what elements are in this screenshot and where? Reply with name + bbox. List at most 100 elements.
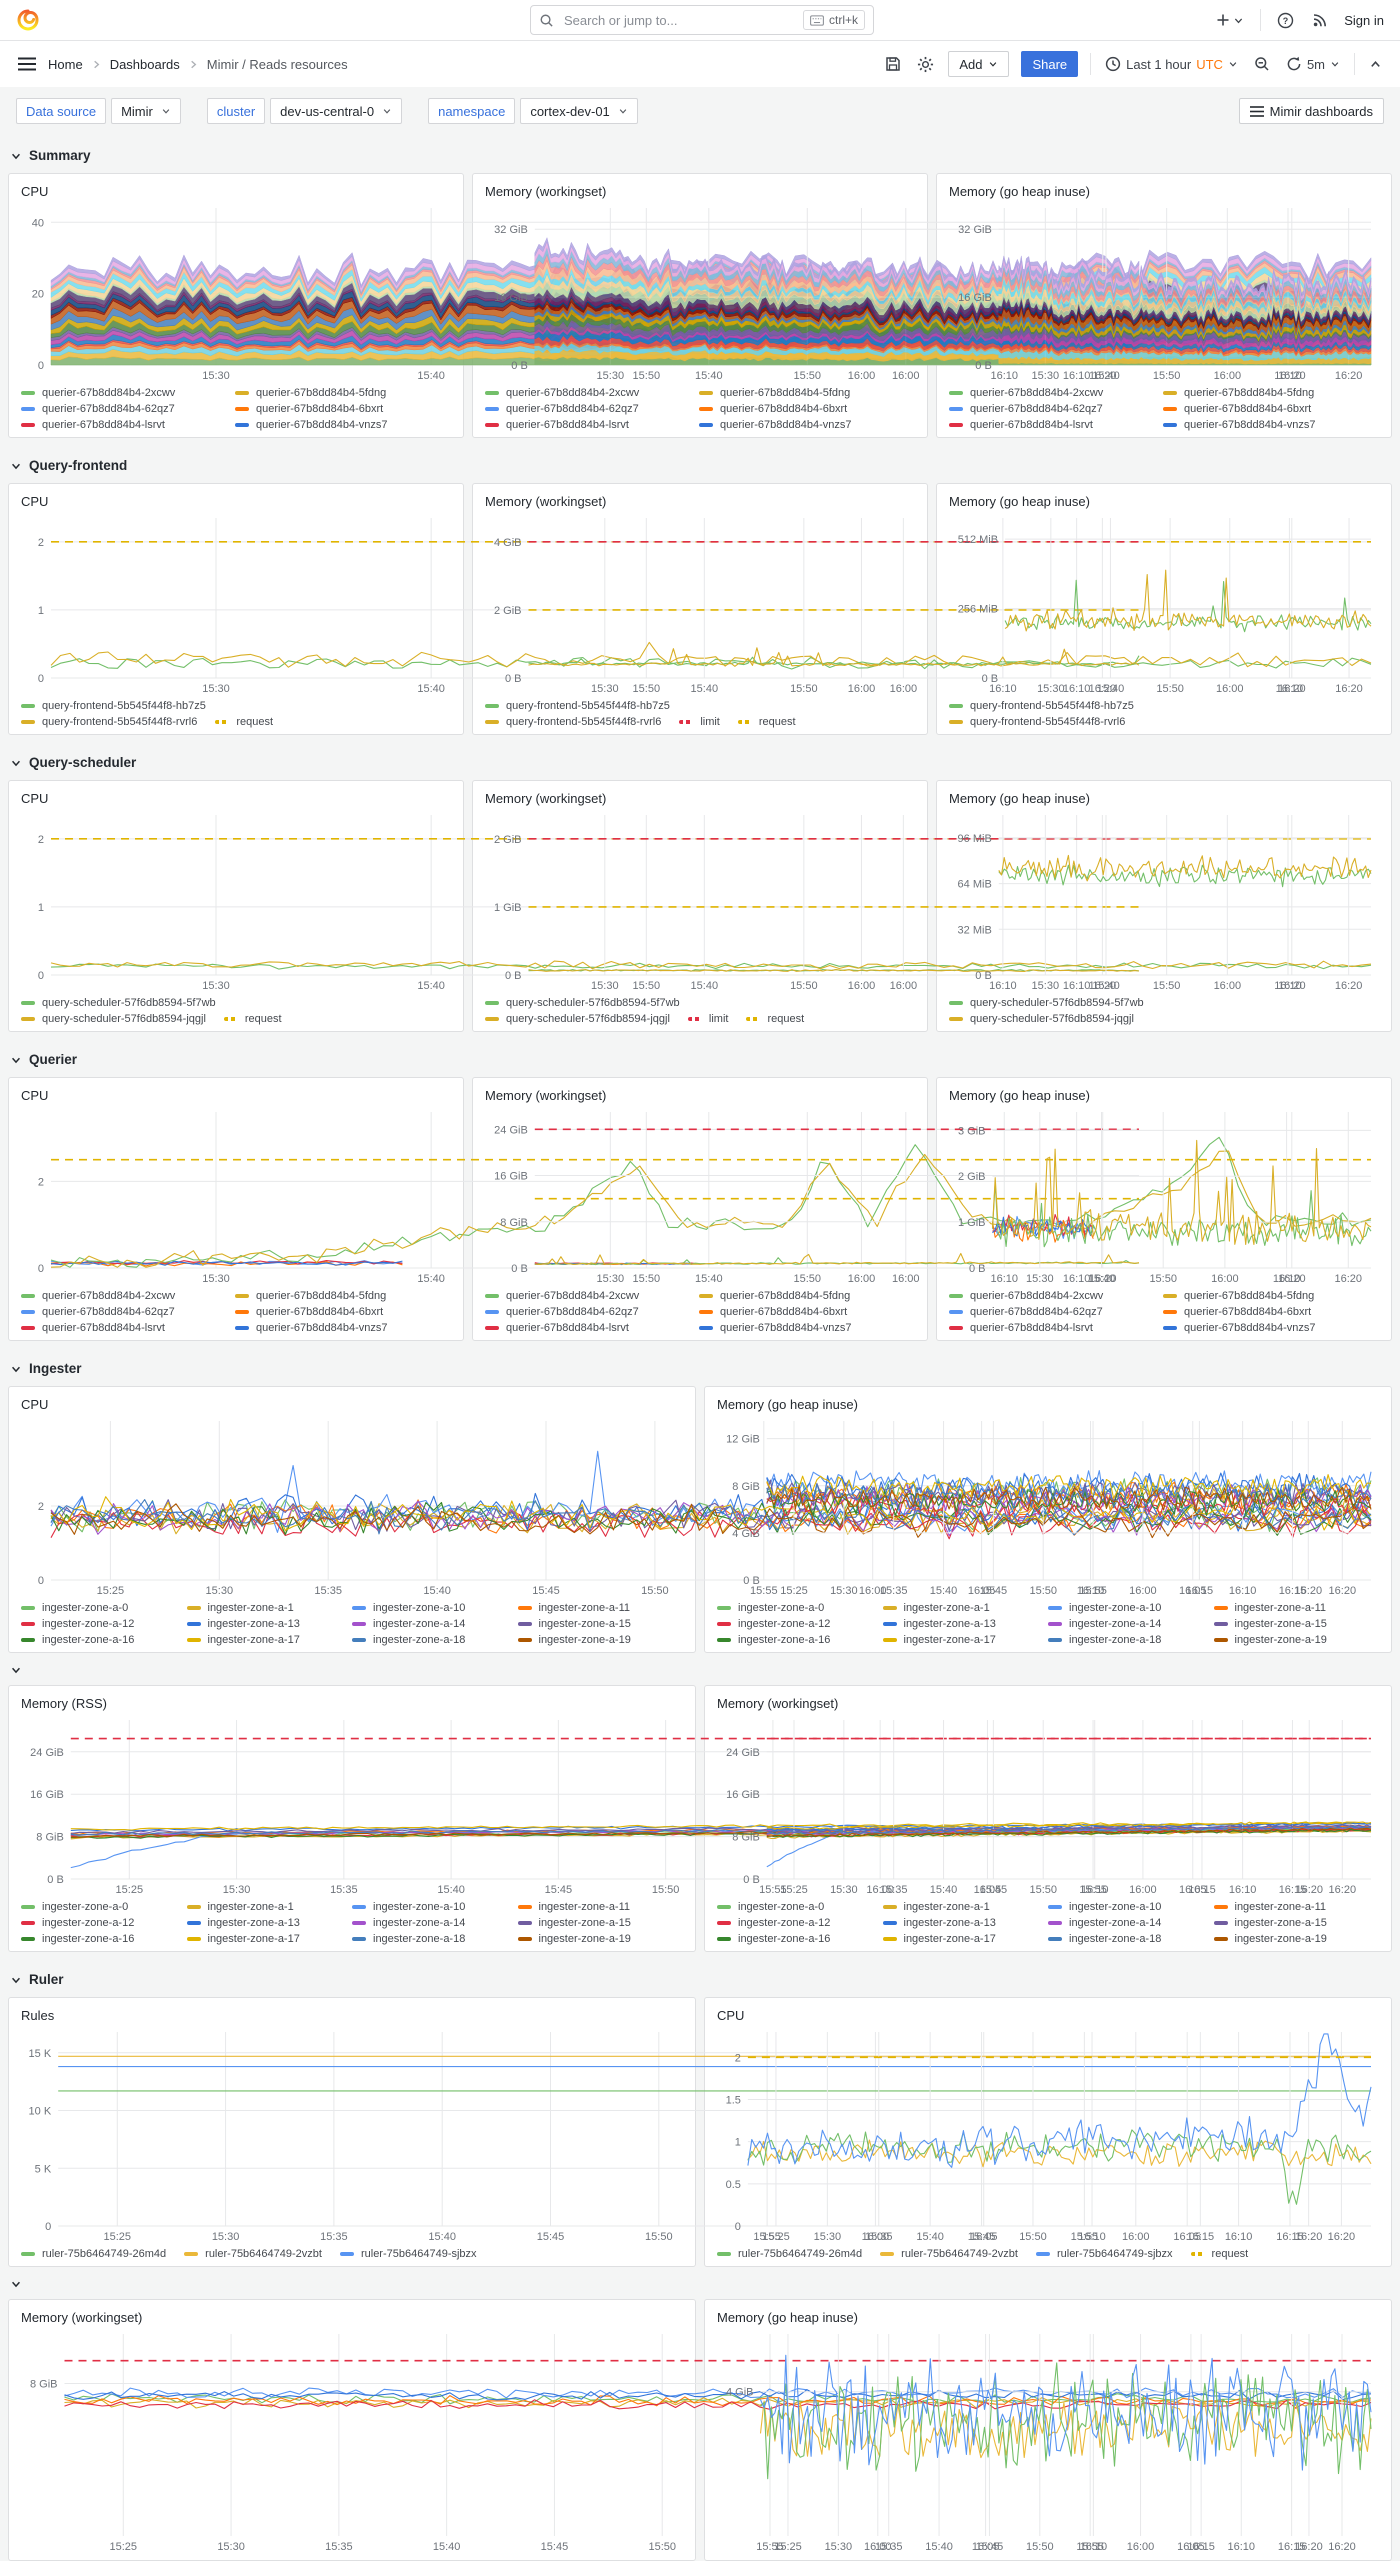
chart-svg[interactable]: 24 GiB 16 GiB 8 GiB 0 B 15:25 15:30 15:35 15:40… [717,1714,1379,1897]
chart-area[interactable]: 2 GiB 1 GiB 0 B 15:30 15:40 15:50 16:00 16:10 16… [485,809,1140,993]
legend-item[interactable]: ingester-zone-a-10 [352,1602,500,1614]
chart-area[interactable]: 2 1 0 15:30 15:40 15:50 16:00 16:10 16:20 [21,809,1372,993]
legend-item[interactable]: ingester-zone-a-1 [186,1602,335,1614]
chart-area[interactable]: 3 GiB 2 GiB 1 GiB 0 B 15:30 15:40 15:50 16:00 16… [949,1106,1379,1286]
legend-item[interactable]: ingester-zone-a-17 [882,1634,1031,1646]
legend-item[interactable]: request [215,716,273,728]
legend-item[interactable]: request [223,1013,282,1025]
legend-item[interactable]: ingester-zone-a-0 [717,1602,865,1614]
legend-item[interactable]: ingester-zone-a-17 [186,1634,335,1646]
legend-item[interactable]: query-frontend-5b545f44f8-rvrl6 [949,716,1125,728]
legend-item[interactable]: querier-67b8dd84b4-6bxrt [235,403,431,415]
var-namespace-label[interactable]: namespace [428,98,516,124]
search-box[interactable]: ctrl+k [530,5,874,35]
legend-item[interactable]: ruler-75b6464749-sjbzx [339,2248,477,2260]
section-header-ingester[interactable]: Ingester [10,1361,1390,1376]
chart-svg[interactable]: 32 GiB 16 GiB 0 B 15:30 15:40 15:50 16:00 16:10… [485,202,1147,383]
search-input[interactable] [562,11,795,29]
legend-item[interactable]: querier-67b8dd84b4-62qz7 [21,403,217,415]
legend-item[interactable]: ingester-zone-a-19 [517,1933,666,1945]
legend-item[interactable]: ingester-zone-a-11 [517,1901,666,1913]
chart-area[interactable]: 32 GiB 16 GiB 0 B 15:30 15:40 15:50 16:00 16:10… [949,202,1379,383]
chart-area[interactable]: 4 GiB 2 GiB 0 B 15:30 15:40 15:50 16:00 16:10 16… [485,512,1140,696]
sign-in-link[interactable]: Sign in [1344,12,1384,28]
section-header-query-frontend[interactable]: Query-frontend [10,458,1390,473]
section-header-untitled[interactable] [10,2277,1390,2291]
legend-item[interactable]: querier-67b8dd84b4-vnzs7 [699,1322,895,1334]
legend-item[interactable]: querier-67b8dd84b4-5fdng [699,387,895,399]
legend-item[interactable]: ingester-zone-a-10 [1048,1602,1196,1614]
legend-item[interactable]: ingester-zone-a-18 [1048,1634,1196,1646]
legend-item[interactable]: ingester-zone-a-15 [1213,1618,1362,1630]
breadcrumb-home[interactable]: Home [48,56,83,72]
legend-item[interactable]: ingester-zone-a-11 [517,1602,666,1614]
legend-item[interactable]: query-scheduler-57f6db8594-5f7wb [21,997,216,1009]
legend-item[interactable]: query-frontend-5b545f44f8-hb7z5 [21,700,206,712]
chart-area[interactable]: 2 0 15:25 15:30 15:35 15:40 15:45 15:50 15:55 16:… [21,1415,1372,1598]
legend-item[interactable]: query-scheduler-57f6db8594-5f7wb [485,997,680,1009]
chart-svg[interactable]: 3 GiB 2 GiB 1 GiB 0 B 15:30 15:40 15:50 16:00 16… [949,1106,1379,1286]
mimir-dashboards-button[interactable]: Mimir dashboards [1238,98,1384,124]
legend-item[interactable]: ingester-zone-a-18 [352,1933,500,1945]
legend-item[interactable]: querier-67b8dd84b4-62qz7 [949,403,1145,415]
legend-item[interactable]: querier-67b8dd84b4-lsrvt [949,419,1145,431]
legend-item[interactable]: ingester-zone-a-16 [717,1634,865,1646]
refresh-button[interactable]: 5m [1284,54,1342,74]
legend-item[interactable]: ingester-zone-a-15 [517,1618,666,1630]
legend-item[interactable]: query-scheduler-57f6db8594-5f7wb [949,997,1144,1009]
new-button[interactable] [1213,10,1246,30]
menu-button[interactable] [16,55,38,73]
legend-item[interactable]: query-scheduler-57f6db8594-jqgjl [485,1013,670,1025]
legend-item[interactable]: querier-67b8dd84b4-2xcwv [949,387,1145,399]
legend-item[interactable]: ingester-zone-a-19 [1213,1634,1362,1646]
legend-item[interactable]: ingester-zone-a-14 [352,1618,500,1630]
legend-item[interactable]: ingester-zone-a-1 [882,1602,1031,1614]
legend-item[interactable]: ingester-zone-a-1 [186,1901,335,1913]
legend-item[interactable]: ingester-zone-a-12 [717,1917,865,1929]
legend-item[interactable]: querier-67b8dd84b4-62qz7 [485,1306,681,1318]
legend-item[interactable]: ingester-zone-a-18 [1048,1933,1196,1945]
chart-area[interactable]: 24 GiB 16 GiB 8 GiB 0 B 15:25 15:30 15:35 15:40… [717,1714,1379,1897]
legend-item[interactable]: querier-67b8dd84b4-62qz7 [21,1306,217,1318]
legend-item[interactable]: querier-67b8dd84b4-2xcwv [485,387,681,399]
legend-item[interactable]: querier-67b8dd84b4-lsrvt [949,1322,1145,1334]
share-button[interactable]: Share [1021,51,1079,77]
chart-svg[interactable]: 12 GiB 8 GiB 4 GiB 0 B 15:25 15:30 15:35 15:40 1… [717,1415,1379,1598]
legend-item[interactable]: querier-67b8dd84b4-2xcwv [21,1290,217,1302]
collapse-toolbar-button[interactable] [1367,56,1384,73]
legend-item[interactable]: ingester-zone-a-17 [882,1933,1031,1945]
legend-item[interactable]: ingester-zone-a-14 [352,1917,500,1929]
legend-item[interactable]: request [1190,2248,1248,2260]
legend-item[interactable]: querier-67b8dd84b4-5fdng [235,387,431,399]
legend-item[interactable]: query-frontend-5b545f44f8-hb7z5 [485,700,670,712]
legend-item[interactable]: querier-67b8dd84b4-vnzs7 [1163,419,1359,431]
legend-item[interactable]: ruler-75b6464749-2vzbt [880,2248,1018,2260]
legend-item[interactable]: ingester-zone-a-16 [21,1933,169,1945]
breadcrumb-dashboards[interactable]: Dashboards [109,56,180,72]
legend-item[interactable]: ingester-zone-a-13 [882,1618,1031,1630]
legend-item[interactable]: querier-67b8dd84b4-lsrvt [485,1322,681,1334]
chart-svg[interactable]: 24 GiB 16 GiB 8 GiB 0 B 15:30 15:40 15:50 16:00… [485,1106,1147,1286]
chart-area[interactable]: 96 MiB 64 MiB 32 MiB 0 B 15:30 15:40 15:50 16:0… [949,809,1379,993]
help-button[interactable]: ? [1275,10,1296,31]
chart-area[interactable]: 2 1.5 1 0.5 0 15:25 15:30 15:35 15:40 15:45 15:50 1… [717,2026,1379,2244]
section-header-summary[interactable]: Summary [10,148,1390,163]
legend-item[interactable]: limit [679,716,720,728]
section-header-untitled[interactable] [10,1663,1390,1677]
legend-item[interactable]: querier-67b8dd84b4-62qz7 [949,1306,1145,1318]
add-button[interactable]: Add [948,51,1010,77]
legend-item[interactable]: querier-67b8dd84b4-vnzs7 [235,1322,431,1334]
legend-item[interactable]: ingester-zone-a-12 [717,1618,865,1630]
time-range-picker[interactable]: Last 1 hour UTC [1103,54,1240,74]
var-datasource-value[interactable]: Mimir [111,98,181,124]
legend-item[interactable]: querier-67b8dd84b4-6bxrt [235,1306,431,1318]
legend-item[interactable]: querier-67b8dd84b4-vnzs7 [699,419,895,431]
legend-item[interactable]: querier-67b8dd84b4-2xcwv [485,1290,681,1302]
legend-item[interactable]: ingester-zone-a-10 [1048,1901,1196,1913]
chart-svg[interactable]: 32 GiB 16 GiB 0 B 15:30 15:40 15:50 16:00 16:10… [949,202,1379,383]
var-cluster-label[interactable]: cluster [206,98,266,124]
